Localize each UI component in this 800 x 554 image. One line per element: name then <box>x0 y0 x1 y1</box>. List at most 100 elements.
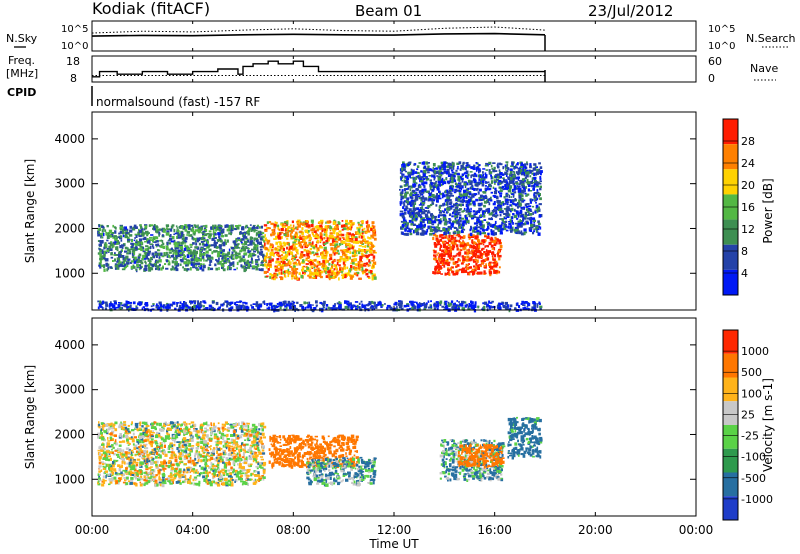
data-cell <box>529 198 532 201</box>
data-cell <box>348 244 352 248</box>
data-cell <box>156 230 159 234</box>
data-cell <box>130 239 133 243</box>
data-cell <box>278 301 282 305</box>
data-cell <box>469 228 472 232</box>
data-cell <box>448 240 452 243</box>
data-cell <box>444 261 448 265</box>
data-cell <box>528 169 531 171</box>
data-cell <box>461 229 463 233</box>
data-cell <box>217 232 221 236</box>
data-cell <box>474 258 477 261</box>
data-cell <box>420 202 422 206</box>
data-cell <box>449 256 451 260</box>
data-cell <box>443 261 445 265</box>
data-cell <box>351 235 354 238</box>
data-cell <box>172 301 176 305</box>
data-cell <box>272 277 276 281</box>
data-cell <box>230 302 234 305</box>
data-cell <box>437 252 440 254</box>
data-cell <box>535 202 537 204</box>
data-cell <box>415 231 420 236</box>
data-cell <box>355 271 360 275</box>
data-cell <box>120 264 123 267</box>
data-cell <box>127 239 130 243</box>
data-cell <box>470 301 474 305</box>
data-cell <box>452 166 455 170</box>
data-cell <box>271 229 275 232</box>
data-cell <box>328 262 331 266</box>
data-cell <box>262 235 265 239</box>
data-cell <box>407 163 410 166</box>
data-cell <box>506 203 509 206</box>
data-cell <box>148 268 152 272</box>
data-cell <box>359 258 362 262</box>
data-cell <box>360 260 363 263</box>
data-cell <box>437 165 440 169</box>
data-cell <box>487 252 490 256</box>
data-cell <box>208 230 212 233</box>
data-cell <box>361 270 365 273</box>
data-cell <box>457 258 460 260</box>
data-cell <box>493 201 496 205</box>
data-cell <box>126 262 130 265</box>
data-cell <box>200 264 203 267</box>
data-cell <box>445 211 449 214</box>
data-cell <box>158 301 162 305</box>
data-cell <box>475 162 478 164</box>
data-cell <box>105 231 108 234</box>
data-cell <box>105 303 109 307</box>
data-cell <box>362 271 365 275</box>
data-cell <box>98 262 102 266</box>
data-cell <box>402 201 405 204</box>
data-cell <box>466 163 469 166</box>
data-cell <box>357 221 360 224</box>
data-cell <box>529 175 532 178</box>
data-cell <box>514 230 518 234</box>
data-cell <box>528 208 532 212</box>
data-cell <box>506 212 509 215</box>
data-cell <box>456 264 460 267</box>
data-cell <box>336 245 340 248</box>
data-cell <box>448 218 451 220</box>
data-cell <box>535 199 538 202</box>
data-cell <box>350 225 353 229</box>
data-cell <box>263 302 266 305</box>
data-cell <box>401 215 405 219</box>
data-cell <box>455 254 458 257</box>
data-cell <box>162 245 165 249</box>
data-cell <box>530 169 532 174</box>
data-cell <box>339 266 342 269</box>
data-cell <box>410 215 413 219</box>
data-cell <box>243 252 248 255</box>
data-cell <box>503 223 507 226</box>
data-cell <box>498 180 502 182</box>
data-cell <box>217 262 220 265</box>
data-cell <box>429 225 433 229</box>
data-cell <box>303 273 306 276</box>
data-cell <box>259 248 263 251</box>
data-cell <box>477 210 479 213</box>
data-cell <box>187 306 191 309</box>
data-cell <box>450 236 455 239</box>
data-cell <box>120 249 123 252</box>
data-cell <box>265 247 267 250</box>
data-cell <box>127 307 132 311</box>
data-cell <box>182 239 187 242</box>
data-cell <box>133 239 136 242</box>
data-cell <box>463 235 466 239</box>
data-cell <box>455 183 458 186</box>
data-cell <box>499 175 502 178</box>
data-cell <box>463 301 465 304</box>
data-cell <box>357 223 361 226</box>
data-cell <box>325 304 329 307</box>
data-cell <box>516 212 520 216</box>
data-cell <box>168 261 171 264</box>
data-cell <box>148 263 151 267</box>
data-cell <box>524 165 527 170</box>
data-cell <box>210 267 214 271</box>
data-cell <box>247 254 250 258</box>
data-cell <box>410 172 413 175</box>
data-cell <box>432 199 436 202</box>
data-cell <box>467 308 471 311</box>
data-cell <box>531 170 534 172</box>
